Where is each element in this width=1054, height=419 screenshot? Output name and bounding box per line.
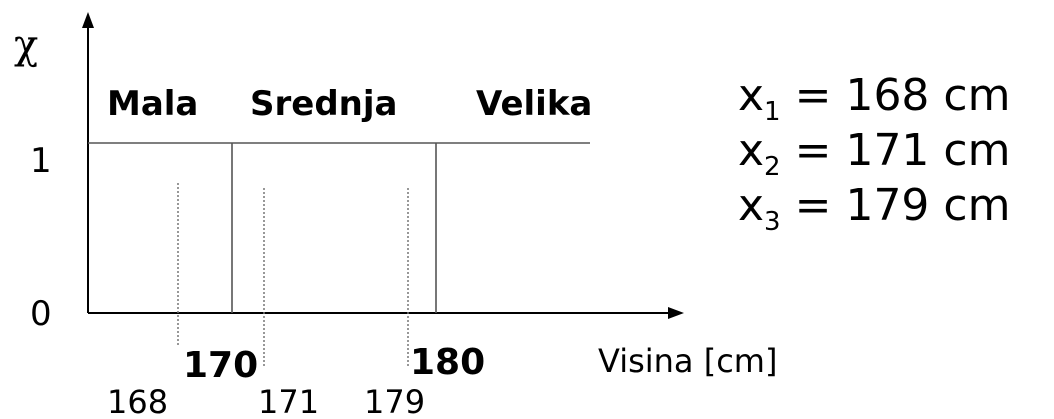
variable: x	[738, 70, 764, 121]
y-arrow	[82, 12, 94, 28]
set-label: Srednja	[250, 84, 397, 124]
equation-rhs: = 168 cm	[795, 70, 1011, 121]
equation: x2 = 171 cm	[738, 125, 1010, 182]
set-label: Mala	[107, 84, 198, 124]
equation-rhs: = 179 cm	[795, 180, 1011, 231]
point-label: 179	[364, 383, 425, 419]
boundary-label: 180	[410, 342, 485, 383]
x-axis-label: Visina [cm]	[598, 342, 777, 380]
y-tick-label: 0	[30, 294, 52, 334]
x-arrow	[668, 307, 684, 319]
variable: x	[738, 180, 764, 231]
variable: x	[738, 125, 764, 176]
point-label: 168	[107, 383, 168, 419]
subscript: 1	[764, 97, 781, 127]
subscript: 2	[764, 152, 781, 182]
set-label: Velika	[476, 84, 592, 124]
point-label: 171	[258, 383, 319, 419]
y-tick-label: 1	[30, 141, 52, 181]
equation: x1 = 168 cm	[738, 70, 1010, 127]
equations: x1 = 168 cm x2 = 171 cm x3 = 179 cm	[738, 70, 1010, 237]
y-axis-label: χ	[14, 22, 38, 68]
equation: x3 = 179 cm	[738, 180, 1010, 237]
boundary-label: 170	[183, 345, 258, 386]
subscript: 3	[764, 207, 781, 237]
equation-rhs: = 171 cm	[795, 125, 1011, 176]
